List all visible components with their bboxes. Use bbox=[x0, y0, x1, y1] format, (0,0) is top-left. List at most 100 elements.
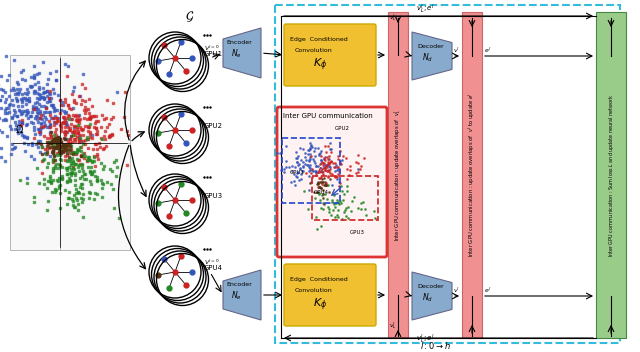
Point bbox=[351, 159, 361, 164]
Point bbox=[353, 152, 364, 158]
Point bbox=[323, 143, 333, 148]
Point bbox=[92, 178, 102, 184]
Point bbox=[325, 141, 335, 146]
Point bbox=[339, 209, 349, 215]
Point bbox=[287, 168, 297, 174]
Point bbox=[78, 126, 88, 132]
Point bbox=[81, 176, 91, 182]
Point bbox=[63, 138, 73, 143]
Point bbox=[86, 181, 96, 187]
Point bbox=[54, 161, 64, 167]
Point bbox=[68, 149, 79, 155]
Text: Inter GPU communication: Inter GPU communication bbox=[283, 113, 372, 119]
Text: $\Omega$: $\Omega$ bbox=[15, 123, 24, 135]
Point bbox=[333, 154, 343, 159]
Point bbox=[85, 169, 95, 175]
Point bbox=[47, 115, 58, 121]
Point bbox=[68, 161, 79, 167]
Point bbox=[303, 158, 314, 163]
Point bbox=[32, 117, 42, 122]
Point bbox=[42, 143, 52, 149]
Point bbox=[76, 127, 86, 133]
Point bbox=[311, 170, 321, 176]
Point bbox=[47, 148, 58, 154]
Point bbox=[62, 122, 72, 127]
Polygon shape bbox=[412, 32, 452, 80]
Point bbox=[341, 156, 351, 161]
Point bbox=[35, 110, 45, 116]
Point bbox=[323, 156, 333, 162]
Point bbox=[70, 100, 81, 106]
Point bbox=[47, 102, 58, 108]
Point bbox=[87, 159, 97, 165]
Point bbox=[6, 126, 16, 132]
Point bbox=[67, 196, 77, 201]
Text: Convolution: Convolution bbox=[295, 48, 333, 53]
Point bbox=[306, 153, 316, 159]
Point bbox=[42, 139, 52, 145]
Point bbox=[29, 195, 39, 200]
Point bbox=[10, 109, 20, 115]
Point bbox=[67, 160, 77, 166]
Point bbox=[62, 179, 72, 185]
Point bbox=[54, 205, 65, 210]
Point bbox=[84, 129, 95, 135]
Point bbox=[22, 87, 32, 92]
Point bbox=[79, 176, 89, 181]
Point bbox=[32, 109, 42, 115]
Point bbox=[33, 129, 44, 134]
Point bbox=[74, 162, 84, 168]
Point bbox=[79, 99, 90, 104]
Text: Decoder: Decoder bbox=[417, 44, 444, 49]
Point bbox=[330, 204, 340, 210]
Point bbox=[62, 171, 72, 177]
Point bbox=[49, 90, 59, 95]
Point bbox=[3, 106, 13, 111]
Point bbox=[9, 145, 19, 151]
Text: Encoder: Encoder bbox=[226, 40, 252, 45]
Point bbox=[54, 140, 64, 146]
Point bbox=[63, 102, 73, 107]
Point bbox=[319, 182, 330, 188]
Point bbox=[326, 200, 337, 205]
Point bbox=[61, 74, 72, 79]
Point bbox=[56, 149, 67, 154]
Point bbox=[49, 186, 60, 191]
Point bbox=[29, 127, 40, 133]
Point bbox=[77, 153, 87, 158]
Point bbox=[0, 110, 10, 115]
Point bbox=[67, 169, 77, 175]
Text: Decoder: Decoder bbox=[417, 284, 444, 289]
Point bbox=[58, 175, 68, 181]
Point bbox=[70, 182, 80, 188]
Point bbox=[26, 119, 36, 125]
Point bbox=[356, 200, 366, 206]
Point bbox=[83, 145, 93, 151]
Point bbox=[67, 170, 77, 176]
Point bbox=[343, 215, 353, 221]
Point bbox=[20, 102, 31, 107]
Point bbox=[337, 216, 348, 222]
Point bbox=[78, 169, 88, 174]
Point bbox=[301, 157, 311, 163]
Point bbox=[4, 102, 14, 108]
Point bbox=[47, 138, 58, 144]
Point bbox=[63, 63, 74, 69]
Point bbox=[295, 145, 305, 151]
Point bbox=[60, 99, 70, 105]
Point bbox=[321, 180, 331, 186]
Point bbox=[70, 137, 80, 142]
Point bbox=[21, 122, 31, 127]
Point bbox=[319, 160, 330, 166]
Point bbox=[63, 146, 74, 151]
Point bbox=[316, 158, 326, 163]
Point bbox=[49, 122, 59, 127]
Point bbox=[77, 162, 88, 168]
Point bbox=[29, 75, 39, 81]
Point bbox=[312, 226, 323, 232]
Point bbox=[85, 113, 95, 119]
Point bbox=[29, 135, 39, 141]
Point bbox=[84, 110, 95, 116]
Point bbox=[305, 162, 316, 168]
Point bbox=[12, 79, 22, 84]
